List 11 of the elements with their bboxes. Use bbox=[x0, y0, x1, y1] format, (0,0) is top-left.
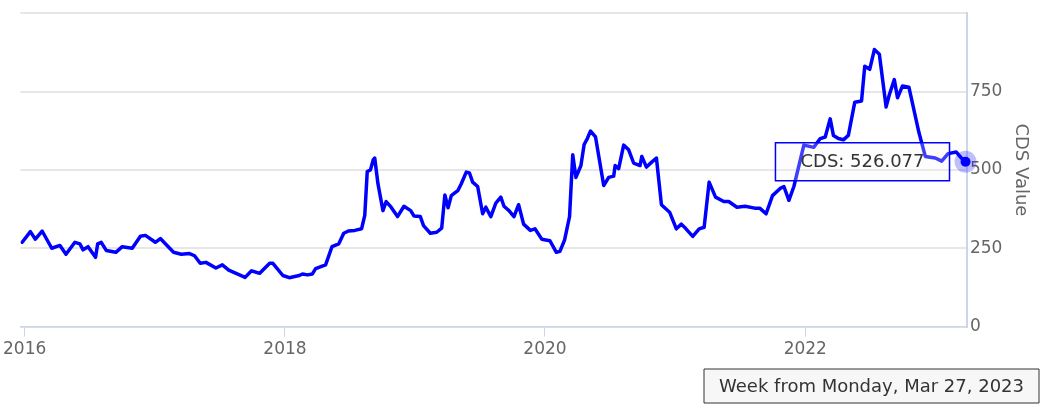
y-axis-title: CDS Value bbox=[1011, 123, 1033, 217]
x-tick-label: 2018 bbox=[263, 338, 307, 359]
x-tick-label: 2022 bbox=[783, 338, 827, 359]
text: Week from Monday, Mar 27, 2023 bbox=[719, 374, 1025, 396]
x-tick-label: 2020 bbox=[523, 338, 567, 359]
y-tick-label: 250 bbox=[969, 236, 1003, 257]
annotation: CDS: 526.077 bbox=[800, 150, 925, 172]
y-tick-label: 750 bbox=[969, 79, 1003, 100]
y-tick-label: 0 bbox=[969, 315, 981, 336]
y-tick-label: 500 bbox=[969, 158, 1003, 179]
x-tick-label: 2016 bbox=[3, 338, 47, 359]
